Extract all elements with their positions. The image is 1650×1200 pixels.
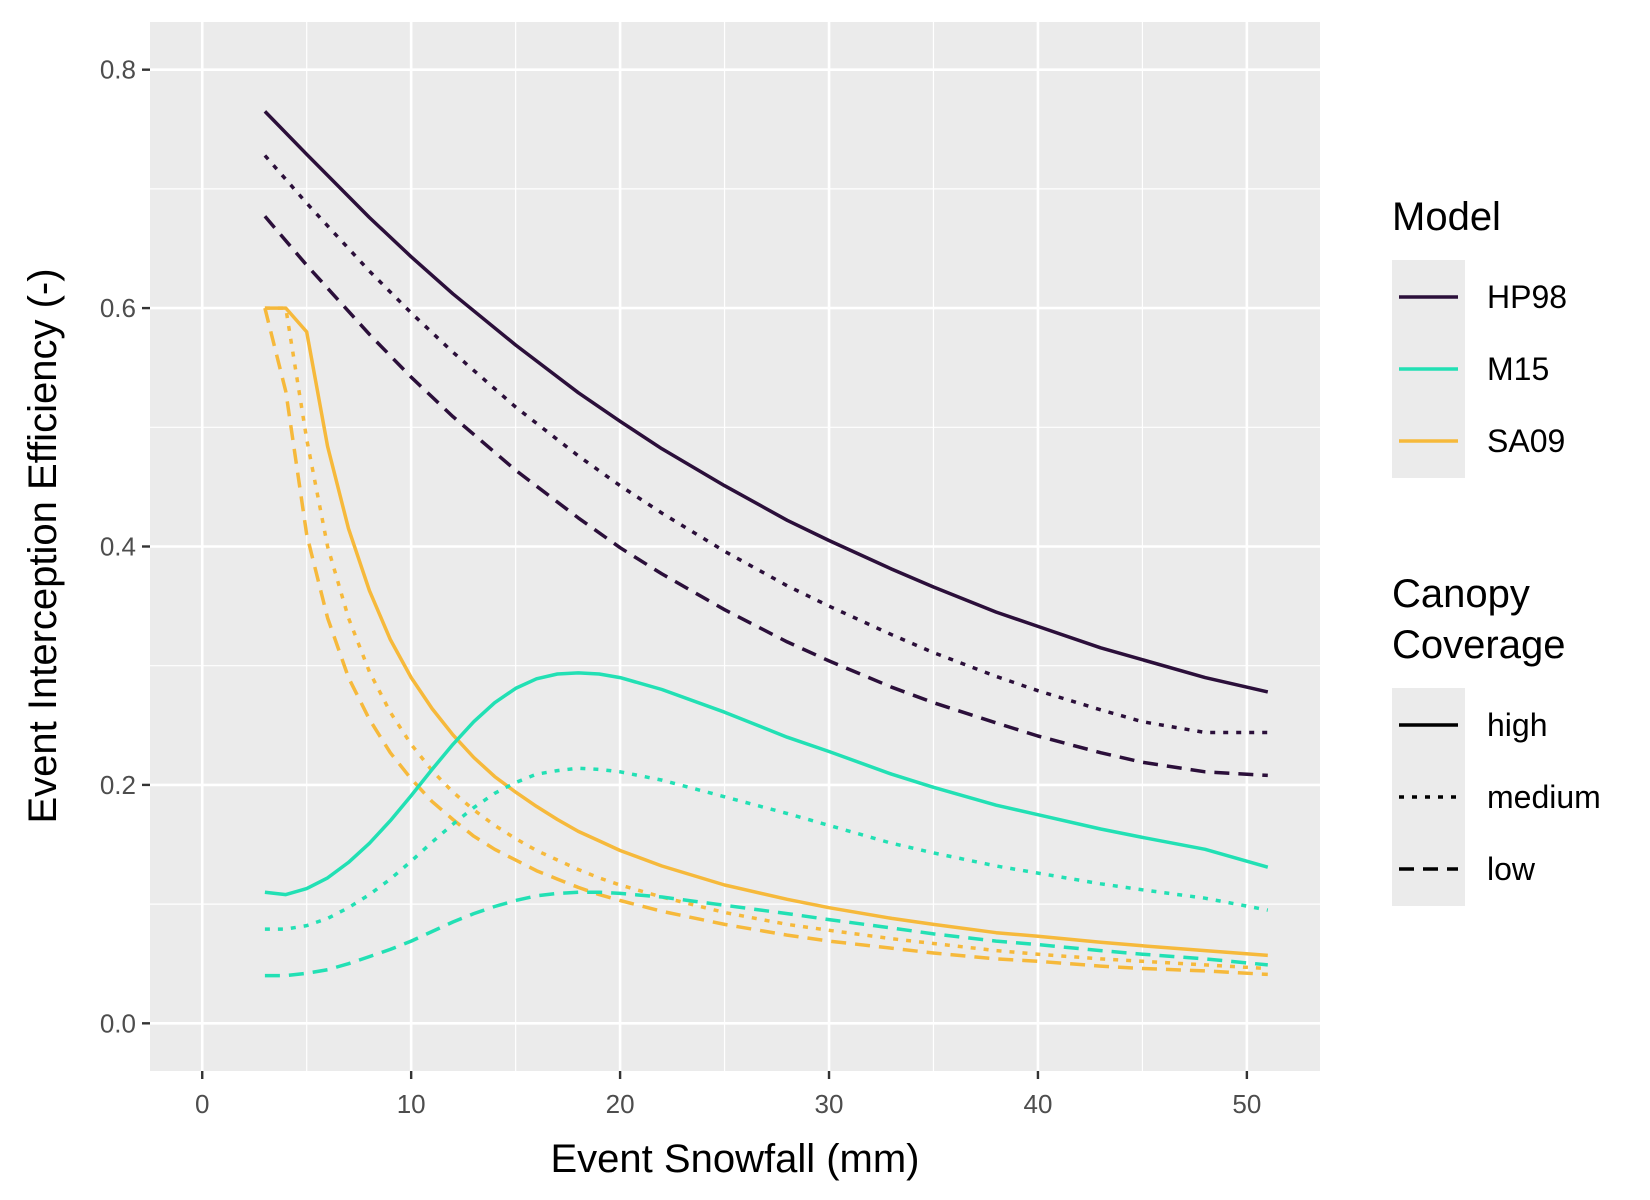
- legend-label-hp98: HP98: [1487, 279, 1567, 315]
- series-line-sa09-medium: [264, 306, 1268, 971]
- x-tick-label: 10: [397, 1089, 426, 1119]
- x-tick-label: 30: [815, 1089, 844, 1119]
- x-tick-label: 20: [606, 1089, 635, 1119]
- y-tick-label: 0.2: [100, 770, 136, 800]
- legend-model-title: Model: [1392, 195, 1501, 239]
- legend-canopy-coverage: Canopy Coverage high medium low: [1392, 572, 1601, 906]
- legend-coverage-title-line1: Canopy: [1392, 572, 1530, 616]
- x-tick-label: 50: [1232, 1089, 1261, 1119]
- series-line-sa09-low: [263, 307, 1268, 977]
- legend-label-m15: M15: [1487, 351, 1549, 387]
- y-tick-label: 0.6: [100, 293, 136, 323]
- x-tick-label: 0: [195, 1089, 209, 1119]
- series-line-hp98-high: [263, 110, 1269, 694]
- y-tick-label: 0.0: [100, 1008, 136, 1038]
- legend-coverage-title-line2: Coverage: [1392, 623, 1565, 667]
- axis-ticks: [142, 68, 1249, 1079]
- series-line-sa09-high: [264, 306, 1268, 958]
- legend-label-low: low: [1487, 851, 1536, 887]
- series-layer: [263, 110, 1269, 978]
- x-tick-label: 40: [1023, 1089, 1052, 1119]
- series-line-hp98-low: [263, 215, 1268, 778]
- series-line-hp98-medium: [263, 154, 1268, 735]
- legend-label-high: high: [1487, 707, 1548, 743]
- y-tick-label: 0.4: [100, 532, 136, 562]
- x-axis-title: Event Snowfall (mm): [551, 1137, 920, 1181]
- y-tick-labels: 0.0 0.2 0.4 0.6 0.8: [100, 55, 136, 1039]
- series-line-m15-high: [264, 671, 1269, 897]
- legend-label-medium: medium: [1487, 779, 1601, 815]
- legend-model: Model HP98 M15 SA09: [1392, 195, 1567, 478]
- x-tick-labels: 0 10 20 30 40 50: [195, 1089, 1261, 1119]
- legend-label-sa09: SA09: [1487, 423, 1565, 459]
- series-line-m15-low: [264, 890, 1268, 978]
- grid-major: [150, 22, 1320, 1071]
- series-line-m15-medium: [264, 766, 1269, 931]
- y-tick-label: 0.8: [100, 55, 136, 85]
- y-axis-title: Event Interception Efficiency (-): [21, 268, 65, 823]
